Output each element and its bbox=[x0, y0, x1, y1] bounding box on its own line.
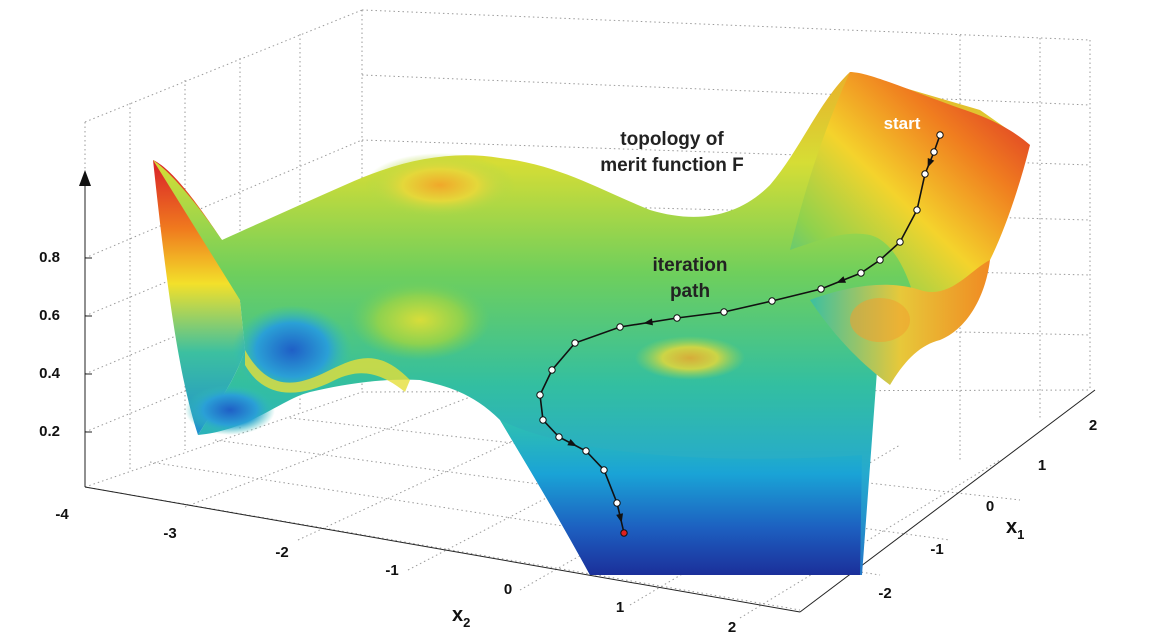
surface-right-wall bbox=[790, 72, 1030, 300]
path-point bbox=[600, 466, 608, 474]
path-point bbox=[539, 416, 547, 424]
surface-label-line2: merit function F bbox=[600, 155, 744, 176]
x1-tick-label: 1 bbox=[1038, 457, 1046, 474]
x2-tick-label: -1 bbox=[385, 562, 398, 579]
path-point bbox=[857, 269, 865, 277]
path-label-line2: path bbox=[670, 281, 710, 302]
path-point bbox=[896, 238, 904, 246]
path-point bbox=[613, 499, 621, 507]
path-point bbox=[720, 308, 728, 316]
x1-tick-label: -2 bbox=[878, 585, 891, 602]
surface-blue-pit bbox=[232, 305, 352, 395]
surface bbox=[153, 72, 1030, 575]
path-arrow bbox=[927, 157, 935, 168]
path-points bbox=[536, 131, 944, 537]
surface-blue-valley bbox=[185, 385, 275, 435]
x2-tick-label: -3 bbox=[163, 525, 176, 542]
surface-left-wall bbox=[153, 160, 245, 435]
x2-ticks: -4 -3 -2 -1 0 1 2 bbox=[55, 506, 736, 636]
path-arrow bbox=[616, 513, 623, 523]
path-point bbox=[582, 447, 590, 455]
x2-tick-label: 2 bbox=[728, 619, 736, 636]
z-axis-arrowhead bbox=[79, 170, 91, 186]
surface-right-orange bbox=[850, 298, 910, 342]
path-point bbox=[913, 206, 921, 214]
x2-tick-label: 0 bbox=[504, 581, 512, 598]
path-direction-arrows bbox=[567, 157, 935, 523]
x2-tick-label: -2 bbox=[275, 544, 288, 561]
surface-middle-bump bbox=[350, 280, 490, 360]
surface-orange-patch bbox=[635, 336, 745, 380]
path-point bbox=[673, 314, 681, 322]
z-tick-label: 0.2 bbox=[39, 423, 60, 440]
path-end-point bbox=[620, 529, 628, 537]
path-point bbox=[817, 285, 825, 293]
z-ticks: 0.2 0.4 0.6 0.8 bbox=[39, 249, 92, 440]
path-point bbox=[768, 297, 776, 305]
surface-label-line1: topology of bbox=[620, 129, 724, 150]
path-arrow bbox=[836, 276, 847, 283]
path-point bbox=[548, 366, 556, 374]
path-point bbox=[876, 256, 884, 264]
iteration-path bbox=[536, 131, 944, 537]
x2-axis-label: x2 bbox=[452, 604, 470, 630]
start-label: start bbox=[884, 114, 921, 133]
path-point bbox=[571, 339, 579, 347]
path-arrow bbox=[643, 318, 653, 326]
x1-axis-label: x1 bbox=[1006, 516, 1024, 542]
path-point bbox=[930, 148, 938, 156]
surface-yellow-ridge bbox=[245, 350, 410, 393]
x1-tick-label: 2 bbox=[1089, 417, 1097, 434]
x1-tick-label: -1 bbox=[930, 541, 943, 558]
path-point bbox=[616, 323, 624, 331]
path-label-line1: iteration bbox=[653, 255, 728, 276]
x2-tick-label: 1 bbox=[616, 599, 624, 616]
z-tick-label: 0.6 bbox=[39, 307, 60, 324]
path-point bbox=[555, 433, 563, 441]
path-start-point bbox=[936, 131, 944, 139]
z-tick-label: 0.8 bbox=[39, 249, 60, 266]
surface-top-bump bbox=[365, 153, 515, 217]
z-tick-label: 0.4 bbox=[39, 365, 61, 382]
path-arrow bbox=[567, 439, 577, 447]
surface-front-ramp bbox=[500, 420, 862, 575]
x1-tick-label: 0 bbox=[986, 498, 994, 515]
x1-ticks: -2 -1 0 1 2 bbox=[878, 417, 1097, 602]
path-point bbox=[921, 170, 929, 178]
x2-tick-label: -4 bbox=[55, 506, 69, 523]
path-point bbox=[536, 391, 544, 399]
